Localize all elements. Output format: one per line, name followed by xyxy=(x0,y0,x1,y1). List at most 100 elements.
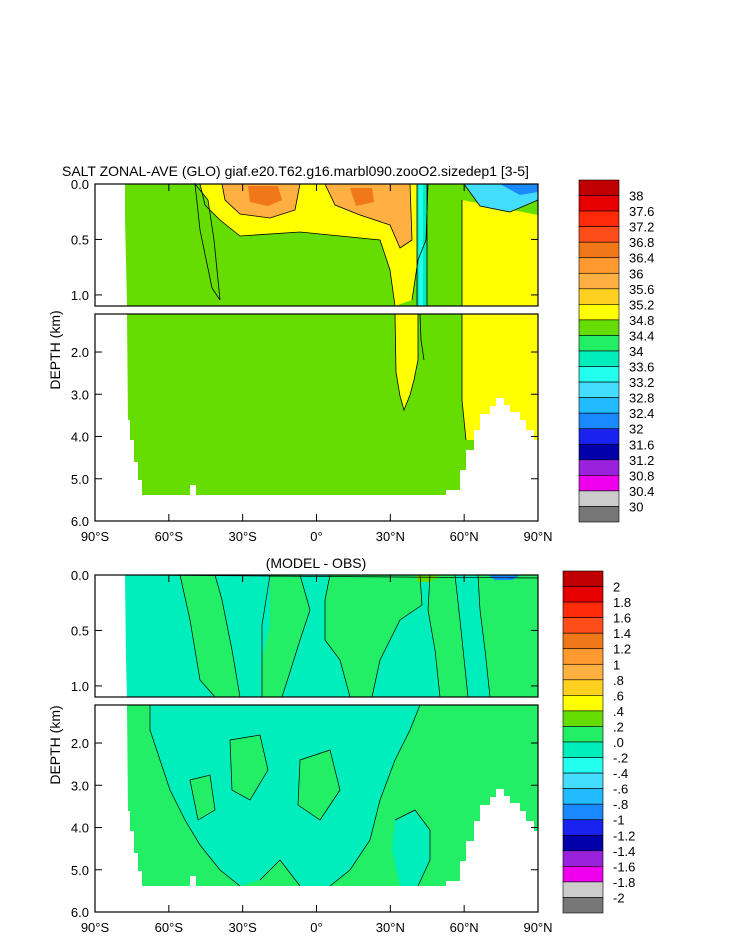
x-tick-label: 60°S xyxy=(155,529,184,544)
colorbar-label: -1.6 xyxy=(613,859,635,874)
contour-lines xyxy=(194,182,539,307)
lower-depth-panel xyxy=(94,704,539,913)
x-tick-label: 0° xyxy=(310,920,322,935)
colorbar-swatch xyxy=(578,241,620,259)
colorbar-swatch xyxy=(562,757,604,774)
colorbar-label: 34.4 xyxy=(629,328,654,343)
colorbar-swatch xyxy=(562,679,604,696)
colorbar-swatch xyxy=(562,803,604,821)
colorbar-label: 30.4 xyxy=(629,484,654,499)
colorbar-swatch xyxy=(578,335,620,352)
negative-bias-region xyxy=(392,810,430,886)
colorbar-swatch xyxy=(562,819,604,836)
positive-bias-band xyxy=(180,575,240,697)
colorbar-swatch xyxy=(578,257,620,274)
positive-bias-patch xyxy=(230,735,268,800)
colorbar-swatch xyxy=(578,304,620,321)
colorbar-label: 36.4 xyxy=(629,251,654,266)
plot-title: SALT ZONAL-AVE (GLO) giaf.e20.T62.g16.ma… xyxy=(62,163,529,179)
x-tick-label: 30°S xyxy=(228,920,257,935)
colorbar-label: -.4 xyxy=(613,766,628,781)
colorbar-swatch xyxy=(562,788,604,805)
x-tick-label: 60°N xyxy=(450,920,479,935)
colorbar-swatch xyxy=(578,288,620,305)
y-tick-label: 6.0 xyxy=(71,905,89,920)
colorbar-label: 1.2 xyxy=(613,642,631,657)
colorbar-swatch xyxy=(578,210,620,227)
y-axis-label: DEPTH (km) xyxy=(47,310,63,389)
y-tick-label: 2.0 xyxy=(71,345,89,360)
positive-bias-band xyxy=(478,575,538,697)
y-axis: 0.0 0.5 1.0 2.0 3.0 4.0 5.0 6.0 xyxy=(71,177,538,529)
colorbar-swatch xyxy=(578,272,620,290)
lower-depth-panel xyxy=(94,313,539,522)
colorbar-swatch xyxy=(562,881,604,898)
colorbar-label: 34.8 xyxy=(629,313,654,328)
colorbar-swatch xyxy=(578,506,620,523)
colorbar-label: 35.6 xyxy=(629,282,654,297)
y-tick-label: 0.5 xyxy=(71,623,89,638)
fresh-southern-tongue xyxy=(195,184,220,300)
colorbar-label: 1.6 xyxy=(613,611,631,626)
colorbar-swatch xyxy=(578,412,620,430)
x-tick-label: 90°S xyxy=(81,920,110,935)
colorbar-label: 35.2 xyxy=(629,297,654,312)
colorbar-label: 1 xyxy=(613,657,620,672)
y-tick-label: 5.0 xyxy=(71,863,89,878)
y-tick-label: 4.0 xyxy=(71,821,89,836)
colorbar-label: .8 xyxy=(613,673,624,688)
colorbar-swatch xyxy=(578,428,620,445)
salinity-plot: SALT ZONAL-AVE (GLO) giaf.e20.T62.g16.ma… xyxy=(47,163,654,544)
y-tick-label: 4.0 xyxy=(71,430,89,445)
x-tick-label: 30°N xyxy=(376,920,405,935)
plot-title: (MODEL - OBS) xyxy=(266,555,367,571)
difference-plot: (MODEL - OBS) DEPTH (km) 0.00 xyxy=(47,555,635,935)
colorbar-swatch xyxy=(578,443,620,461)
colorbar-label: -1 xyxy=(613,813,625,828)
colorbar-swatch xyxy=(562,617,604,634)
positive-bias-patch xyxy=(190,775,215,820)
colorbar-swatch xyxy=(578,319,620,336)
positive-bias-band xyxy=(428,575,468,697)
colorbar-label: 1.4 xyxy=(613,626,631,641)
x-axis: 90°S 60°S 30°S 0° 30°N 60°N 90°N xyxy=(81,184,553,544)
colorbar-swatch xyxy=(562,850,604,867)
colorbar-swatch xyxy=(578,350,620,367)
colorbar-swatch xyxy=(562,772,604,789)
y-tick-label: 2.0 xyxy=(71,736,89,751)
contour-lines xyxy=(149,704,431,887)
colorbar-label: 30 xyxy=(629,499,643,514)
colorbar-label: 30.8 xyxy=(629,468,654,483)
contour-lines xyxy=(394,313,467,441)
colorbar-swatch xyxy=(562,695,604,712)
y-tick-label: 1.0 xyxy=(71,288,89,303)
colorbar-label: 36 xyxy=(629,266,643,281)
colorbar-swatch xyxy=(562,632,604,650)
x-tick-label: 90°S xyxy=(81,529,110,544)
x-tick-label: 30°N xyxy=(376,529,405,544)
colorbar-label: 31.6 xyxy=(629,437,654,452)
y-tick-label: 3.0 xyxy=(71,387,89,402)
y-tick-label: 0.0 xyxy=(71,177,89,192)
colorbar-label: 32 xyxy=(629,422,643,437)
colorbar-swatch xyxy=(562,834,604,852)
x-axis: 90°S 60°S 30°S 0° 30°N 60°N 90°N xyxy=(81,575,553,935)
colorbar-swatch xyxy=(562,586,604,603)
colorbar-swatch xyxy=(562,601,604,618)
salinity-core-south xyxy=(248,186,282,206)
colorbar-swatch xyxy=(562,897,604,914)
colorbar-label: 37.2 xyxy=(629,220,654,235)
colorbar: 3837.637.236.836.43635.635.234.834.43433… xyxy=(578,179,654,523)
colorbar-label: .2 xyxy=(613,719,624,734)
surface-positive-anomaly xyxy=(415,575,440,582)
colorbar: 21.81.61.41.21.8.6.4.2.0-.2-.4-.6-.8-1-1… xyxy=(562,570,635,914)
colorbar-label: -1.4 xyxy=(613,844,635,859)
y-tick-label: 5.0 xyxy=(71,472,89,487)
colorbar-label: .4 xyxy=(613,704,624,719)
colorbar-label: 36.8 xyxy=(629,235,654,250)
positive-bias-band xyxy=(262,575,310,697)
colorbar-swatch xyxy=(578,475,620,492)
colorbar-swatch xyxy=(562,663,604,681)
strait-fresh-core xyxy=(419,184,423,306)
